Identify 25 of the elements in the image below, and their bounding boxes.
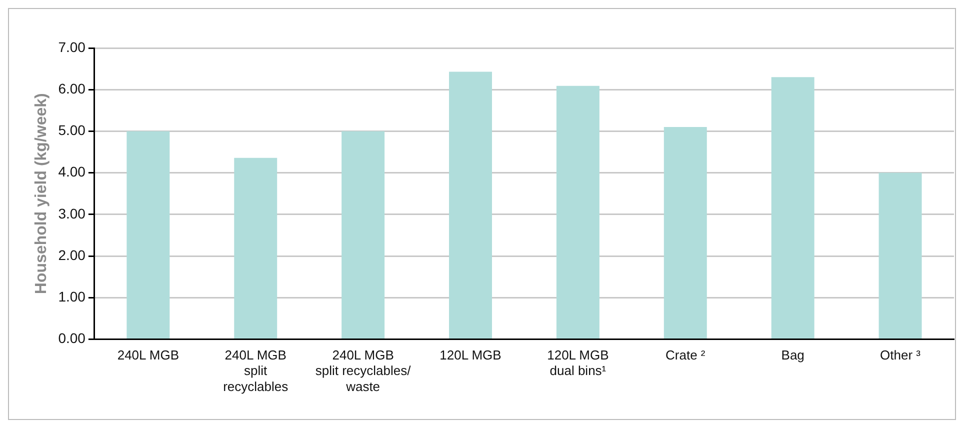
y-tick-label: 7.00 [58,38,86,55]
y-tick-label: 5.00 [58,122,86,138]
bar [556,86,600,338]
y-tick-label: 2.00 [58,246,86,263]
bar [771,77,814,338]
y-tick-label: 4.00 [58,164,86,180]
bar [342,131,385,338]
y-tick-label: 3.00 [58,205,86,222]
x-tick-label: 120L MGB [440,348,502,363]
bar [878,172,922,338]
y-tick-label: 0.00 [58,330,86,346]
x-tick-label: Other ³ [880,348,922,363]
y-tick-label: 6.00 [58,80,86,96]
x-tick-label: Crate ² [666,348,706,363]
bar [664,127,707,338]
bar [234,158,278,338]
bar [126,131,170,338]
x-tick-label: Bag [781,348,804,363]
x-tick-label: 240L MGB split recyclables [223,348,289,394]
bar [449,72,492,338]
y-axis-title: Household yield (kg/week) [33,93,50,294]
x-tick-label: 240L MGB [117,348,180,363]
x-tick-label: 120L MGB dual bins¹ [547,348,609,378]
y-tick-label: 1.00 [58,288,86,304]
x-tick-label: 240L MGB split recyclables/ waste [315,348,412,394]
